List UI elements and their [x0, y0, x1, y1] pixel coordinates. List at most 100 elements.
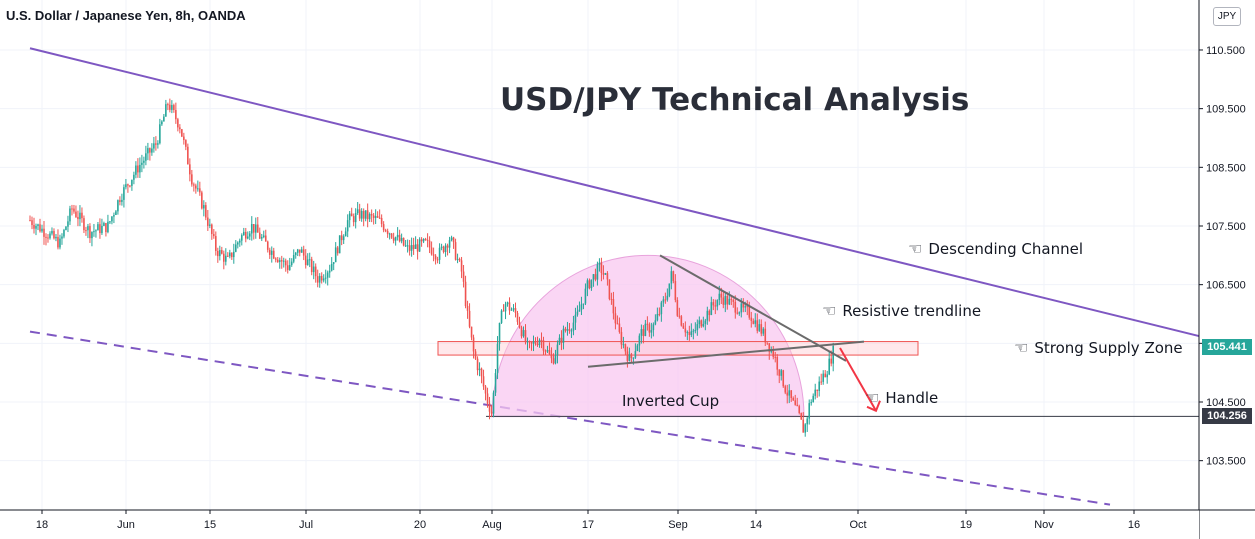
candle-body [354, 213, 357, 223]
candle-body [758, 324, 761, 331]
candle-body [670, 271, 673, 284]
candle-body [412, 245, 415, 249]
candle-body [392, 237, 395, 241]
candle-body [430, 247, 433, 255]
candle-body [73, 208, 75, 212]
candle-body [492, 392, 495, 414]
candle-body [318, 275, 321, 283]
candle-body [546, 350, 549, 352]
candle-body [147, 148, 149, 154]
candle-body [804, 424, 807, 433]
candle-body [286, 265, 289, 270]
candle-body [155, 143, 157, 145]
candle-body [374, 216, 377, 218]
candle-body [107, 221, 109, 233]
pointing-hand-icon: ☜ [1014, 338, 1029, 357]
candle-body [524, 330, 527, 343]
candle-body [163, 116, 165, 122]
candle-body [227, 255, 229, 257]
candle-body [69, 208, 71, 222]
candle-body [548, 350, 551, 355]
candle-body [111, 216, 113, 222]
y-tick-label: 106.500 [1206, 280, 1246, 292]
candle-body [724, 295, 727, 305]
candle-body [121, 199, 123, 202]
candle-body [786, 392, 789, 396]
candle-body [165, 104, 167, 117]
candle-body [640, 329, 643, 336]
candle-body [726, 295, 729, 305]
candle-body [684, 328, 687, 333]
candle-body [618, 323, 621, 332]
candle-body [51, 231, 53, 234]
candle-body [334, 247, 337, 263]
candle-body [682, 325, 685, 329]
strong-supply-zone-label: ☜ Strong Supply Zone [1014, 338, 1183, 357]
candle-body [728, 298, 731, 305]
candle-body [324, 277, 327, 279]
candle-body [680, 316, 683, 326]
price-axis-bg [1199, 0, 1255, 539]
candle-body [197, 188, 199, 190]
candle-body [802, 419, 805, 433]
y-tick-label: 104.500 [1206, 397, 1246, 409]
candle-body [622, 344, 625, 346]
candle-body [159, 124, 161, 144]
candle-body [215, 236, 217, 251]
x-tick-label: 19 [960, 519, 972, 531]
candle-body [55, 236, 57, 239]
x-tick-label: Jun [117, 519, 135, 531]
candle-body [594, 274, 597, 280]
candle-body [390, 233, 393, 238]
candle-body [736, 312, 739, 314]
candle-body [394, 237, 397, 241]
x-tick-label: 16 [1128, 519, 1140, 531]
candle-body [458, 258, 461, 261]
candle-body [448, 240, 451, 248]
support-price-tag: 104.256 [1202, 408, 1252, 425]
candle-body [422, 238, 425, 242]
candle-body [782, 370, 785, 387]
symbol-title[interactable]: U.S. Dollar / Japanese Yen, 8h, OANDA [6, 8, 246, 23]
candle-body [604, 273, 607, 275]
candle-body [576, 311, 579, 315]
candle-body [602, 273, 605, 275]
candle-body [438, 247, 441, 260]
candle-body [658, 313, 661, 315]
candle-body [442, 246, 445, 252]
candle-body [632, 357, 635, 359]
candle-body [61, 236, 63, 239]
candle-body [250, 224, 253, 234]
candle-body [272, 250, 275, 259]
currency-badge[interactable]: JPY [1213, 7, 1241, 26]
candle-body [91, 231, 93, 239]
candle-body [223, 253, 225, 262]
candle-body [694, 330, 697, 332]
candle-body [592, 274, 595, 280]
candle-body [266, 241, 269, 250]
y-tick-label: 109.500 [1206, 104, 1246, 116]
candle-body [698, 320, 701, 325]
candle-body [766, 342, 769, 344]
candle-body [708, 310, 711, 316]
candle-body [716, 300, 719, 307]
candle-body [732, 299, 735, 302]
candle-body [370, 214, 373, 216]
candle-body [418, 239, 421, 252]
candle-body [322, 278, 325, 281]
candle-body [580, 304, 583, 310]
candle-body [544, 350, 547, 352]
candle-body [808, 403, 811, 419]
candle-body [258, 232, 261, 239]
candle-body [476, 358, 479, 371]
candle-body [742, 303, 745, 308]
x-tick-label: Sep [668, 519, 688, 531]
candle-body [213, 234, 215, 237]
candle-body [414, 244, 417, 249]
candle-body [284, 260, 287, 266]
candle-body [582, 303, 585, 305]
candle-body [674, 281, 677, 301]
candle-body [614, 313, 617, 324]
candle-body [454, 242, 457, 260]
